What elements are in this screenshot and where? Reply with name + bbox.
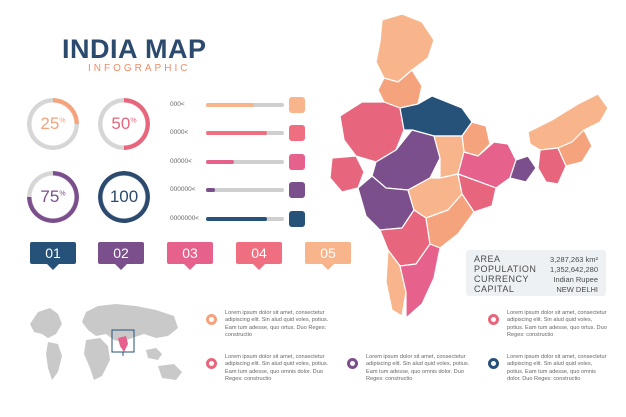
step-label: 02: [113, 245, 129, 261]
note-text: Lorem ipsum dolor sit amet, consectetur …: [507, 310, 607, 339]
stat-value: Indian Rupee: [553, 274, 598, 284]
note-text: Lorem ipsum dolor sit amet, consectetur …: [507, 354, 607, 383]
bar-fill: [206, 131, 267, 135]
bar-track: [206, 131, 284, 135]
ring-value-overlay: 50%: [98, 98, 150, 150]
note-text: Lorem ipsum dolor sit amet, consectetur …: [225, 354, 329, 383]
step-label: 05: [320, 245, 336, 261]
ring-value: 75%: [40, 187, 66, 206]
note-dot-icon: [347, 358, 358, 369]
step-pointer: [322, 264, 334, 270]
stat-value: 1,352,642,280: [550, 264, 598, 274]
note-text: Lorem ipsum dolor sit amet, consectetur …: [225, 310, 329, 339]
color-swatch: [289, 125, 305, 141]
stat-row-currency: CURRENCY Indian Rupee: [474, 273, 598, 285]
bar-label: 0000<: [170, 129, 189, 136]
world-map-landmass: [30, 308, 62, 338]
region-west: [339, 101, 405, 163]
bar-label: 000<: [170, 101, 185, 108]
bar-track: [206, 160, 284, 164]
stat-value: NEW DELHI: [556, 284, 598, 294]
ring-value: 100: [109, 187, 139, 206]
bar-label: 000000<: [170, 186, 196, 193]
note-dot-icon: [488, 314, 499, 325]
note-item: Lorem ipsum dolor sit amet, consectetur …: [206, 310, 335, 340]
ring-value: 25%: [40, 114, 66, 133]
step-label: 04: [251, 245, 267, 261]
page-subtitle: INFOGRAPHIC: [88, 63, 191, 74]
step-marker-02: 02: [98, 242, 144, 270]
note-item: Lorem ipsum dolor sit amet, consectetur …: [488, 354, 607, 384]
bar-fill: [206, 217, 267, 221]
step-marker-05: 05: [305, 242, 351, 270]
bar-fill: [206, 188, 216, 192]
note-text: Lorem ipsum dolor sit amet, consectetur …: [366, 354, 470, 383]
step-pointer: [115, 264, 127, 270]
stat-label: AREA: [474, 254, 501, 264]
region-northeast-east: [557, 129, 593, 167]
world-map-landmass: [46, 342, 62, 380]
ring-value-overlay: 100: [98, 171, 150, 223]
ring-value-overlay: 25%: [27, 98, 79, 150]
bar-fill: [206, 160, 235, 164]
stat-label: CURRENCY: [474, 274, 530, 284]
percent-ring-75: [27, 171, 79, 223]
bar-track: [206, 188, 284, 192]
stat-row-capital: CAPITAL NEW DELHI: [474, 283, 598, 295]
bar-label: 00000<: [170, 158, 192, 165]
step-marker-04: 04: [236, 242, 282, 270]
step-label: 03: [182, 245, 198, 261]
stat-label: CAPITAL: [474, 284, 515, 294]
world-map-landmass: [146, 348, 162, 360]
stat-row-population: POPULATION 1,352,642,280: [474, 263, 598, 275]
bar-track: [206, 103, 284, 107]
ring-value: 50%: [111, 114, 137, 133]
india-map: [329, 13, 609, 319]
step-marker-01: 01: [30, 242, 76, 270]
bar-fill: [206, 103, 255, 107]
world-map-landmass: [82, 304, 178, 342]
note-item: Lorem ipsum dolor sit amet, consectetur …: [206, 354, 335, 384]
step-marker-03: 03: [167, 242, 213, 270]
note-item: Lorem ipsum dolor sit amet, consectetur …: [488, 310, 607, 340]
step-pointer: [47, 264, 59, 270]
world-map: [30, 304, 182, 380]
region-bengal: [509, 155, 537, 183]
note-dot-icon: [488, 358, 499, 369]
bar-track: [206, 217, 284, 221]
color-swatch: [289, 211, 305, 227]
stat-value: 3,287,263 km²: [550, 254, 598, 264]
step-pointer: [184, 264, 196, 270]
page-title: INDIA MAP: [62, 34, 207, 64]
note-dot-icon: [206, 358, 217, 369]
percent-ring-50: [98, 98, 150, 150]
india-highlight: [118, 336, 128, 352]
percent-ring-25: [27, 98, 79, 150]
region-northeast: [527, 93, 609, 151]
note-dot-icon: [206, 314, 217, 325]
bar-label: 0000000<: [170, 215, 200, 222]
stat-row-area: AREA 3,287,263 km²: [474, 253, 598, 265]
note-item: Lorem ipsum dolor sit amet, consectetur …: [347, 354, 476, 384]
color-swatch: [289, 97, 305, 113]
world-map-landmass: [158, 364, 182, 380]
country-stats: AREA 3,287,263 km² POPULATION 1,352,642,28…: [466, 250, 606, 296]
world-map-landmass: [84, 338, 110, 380]
step-label: 01: [45, 245, 61, 261]
percent-ring-100: [98, 171, 150, 223]
step-pointer: [253, 264, 265, 270]
region-tamil-nadu: [399, 243, 441, 319]
color-swatch: [289, 154, 305, 170]
ring-value-overlay: 75%: [27, 171, 79, 223]
color-swatch: [289, 182, 305, 198]
region-north: [375, 13, 435, 83]
stat-label: POPULATION: [474, 264, 537, 274]
